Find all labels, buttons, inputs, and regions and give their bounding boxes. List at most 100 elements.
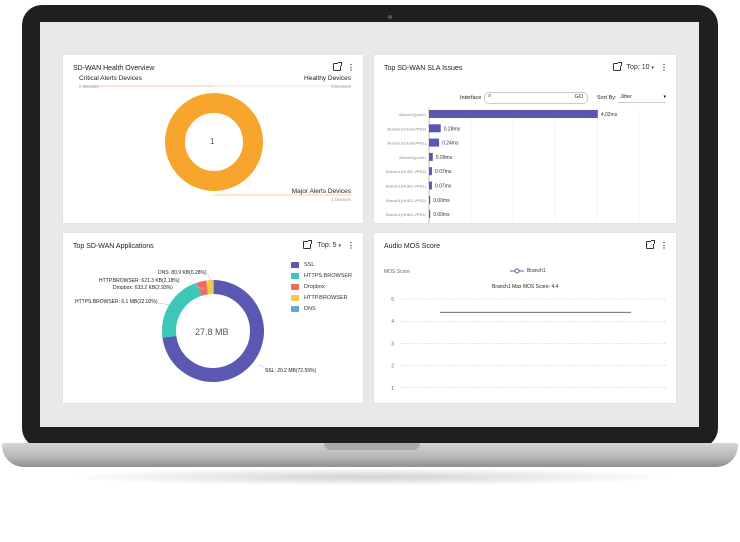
bar-value-label: 4.02ms: [601, 112, 618, 118]
expand-icon[interactable]: [303, 240, 313, 249]
category-label: Branch1(CloudVPN2): [388, 126, 427, 131]
legend-swatch: [291, 295, 299, 301]
bar-value-label: 0.07ms: [435, 169, 452, 175]
health-center-value: 1: [210, 137, 215, 146]
category-label: Branch1(CloudVPN1): [388, 141, 427, 146]
mos-panel: Audio MOS Score ⋮ MOS Score Branch1 0123…: [374, 233, 676, 403]
expand-icon[interactable]: [333, 62, 342, 71]
mos-annotation: Branch1 Max MOS Score: 4.4: [492, 284, 559, 290]
callout-dropbox: Dropbox: 633.2 KB(2.93%): [113, 285, 173, 291]
apps-center-value: 27.8 MB: [195, 327, 229, 337]
legend-label: HTTP.BROWSER: [304, 295, 348, 301]
panel-title: SD-WAN Health Overview: [73, 65, 155, 72]
legend-swatch: [291, 262, 299, 268]
legend-series-name: Branch1: [527, 268, 546, 274]
top-value: 5: [332, 241, 337, 249]
expand-icon[interactable]: [646, 240, 655, 249]
bar-value-label: 0.09ms: [436, 155, 453, 161]
legend-swatch: [291, 306, 299, 312]
major-count: 1 Devices: [331, 197, 351, 202]
top-value: 10: [641, 63, 650, 71]
laptop-notch: [324, 443, 420, 450]
y-tick-label: 1: [391, 386, 394, 392]
legend-label: DNS: [304, 306, 316, 312]
legend-item[interactable]: DNS: [291, 306, 352, 312]
chevron-down-icon: ▾: [651, 64, 654, 71]
top-label: Top:: [626, 63, 640, 71]
laptop-base: [2, 443, 738, 467]
mos-ylabel: MOS Score: [384, 269, 410, 275]
major-label: Major Alerts Devices: [291, 188, 351, 195]
interface-search[interactable]: ⌕ GO: [484, 92, 588, 104]
bar-value-label: 0.24ms: [442, 141, 459, 147]
legend-item[interactable]: SSL: [291, 262, 352, 268]
laptop-shadow: [60, 468, 680, 486]
health-ring: [165, 93, 263, 191]
series-line-icon: [510, 268, 524, 274]
y-tick-label: 2: [391, 364, 394, 370]
sla-bar: [429, 167, 432, 176]
category-label: Branch1(HUB2-VPN2): [386, 198, 427, 203]
callout-leader: [207, 273, 214, 286]
search-icon: ⌕: [488, 93, 492, 99]
callout-leader: [188, 281, 204, 291]
critical-label: Critical Alerts Devices: [79, 75, 142, 82]
sortby-select[interactable]: Jitter ▾: [618, 92, 666, 103]
camera-icon: [388, 15, 392, 19]
category-label: Branch1(port1): [399, 155, 426, 160]
go-button[interactable]: GO: [574, 94, 583, 100]
panel-title: Top SD-WAN SLA Issues: [384, 65, 463, 72]
legend-item[interactable]: HTTPS.BROWSER: [291, 273, 352, 279]
interface-label: Interface: [460, 95, 482, 101]
callout-dns: DNS: 80.9 KB(0.28%): [158, 270, 207, 276]
panel-title: Audio MOS Score: [384, 243, 441, 250]
more-menu-icon[interactable]: ⋮: [660, 62, 668, 72]
sla-bar: [429, 210, 431, 219]
more-menu-icon[interactable]: ⋮: [660, 240, 668, 250]
chevron-down-icon: ▾: [338, 242, 341, 249]
callout-https: HTTPS.BROWSER: 6.1 MB(22.02%): [75, 299, 158, 305]
legend-item[interactable]: HTTP.BROWSER: [291, 295, 352, 301]
sla-bar: [429, 181, 432, 190]
sla-bar: [429, 152, 433, 161]
legend-label: SSL: [304, 262, 315, 268]
apps-donut: [157, 273, 272, 382]
sla-bar: [429, 138, 440, 147]
sla-bar-chart: 0ms1ms2ms3ms4ms5msJitterBranch1(port2)4.…: [386, 108, 640, 223]
more-menu-icon[interactable]: ⋮: [347, 62, 355, 72]
legend-item[interactable]: Dropbox: [291, 284, 352, 290]
healthy-count: 0 Devices: [331, 84, 351, 89]
category-label: Branch1(HUB2-VPN1): [386, 212, 427, 217]
y-tick-label: 3: [391, 341, 394, 347]
sla-bar: [429, 124, 441, 133]
mos-line-chart: 0123452023-01-20 16:35:002023-01-20 16:5…: [391, 297, 666, 392]
sla-bar: [429, 195, 431, 204]
bar-value-label: 0.00ms: [433, 212, 450, 218]
sortby-label: Sort By:: [597, 95, 617, 101]
expand-icon[interactable]: [612, 62, 622, 71]
top-selector[interactable]: Top: 10 ▾: [627, 64, 654, 71]
donut-slice: [162, 280, 264, 382]
apps-panel: Top SD-WAN Applications Top: 5 ▾ ⋮ 27.8 …: [63, 233, 363, 403]
legend-swatch: [291, 284, 299, 290]
top-selector[interactable]: Top: 5 ▾: [317, 242, 341, 249]
category-label: Branch1(port2): [399, 112, 426, 117]
callout-http: HTTP.BROWSER: 621.3 KB(2.18%): [99, 278, 180, 284]
callout-ssl: SSL: 20.2 MB(72.59%): [265, 368, 317, 374]
sla-bar: [429, 110, 598, 118]
callout-leader: [157, 302, 172, 306]
legend-label: Dropbox: [304, 284, 325, 290]
panel-title: Top SD-WAN Applications: [73, 243, 154, 250]
healthy-label: Healthy Devices: [304, 75, 351, 82]
donut-slice: [162, 282, 202, 338]
more-menu-icon[interactable]: ⋮: [347, 240, 355, 250]
health-donut: [83, 85, 351, 196]
bar-value-label: 0.28ms: [444, 126, 461, 132]
bar-value-label: 0.00ms: [433, 198, 450, 204]
apps-legend: SSL HTTPS.BROWSER Dropbox HTTP.BROWSER DNS: [291, 262, 352, 317]
top-label: Top:: [317, 241, 331, 249]
y-tick-label: 4: [391, 319, 394, 325]
legend-swatch: [291, 273, 299, 279]
mos-legend[interactable]: Branch1: [510, 268, 546, 274]
sortby-value: Jitter: [620, 94, 632, 100]
